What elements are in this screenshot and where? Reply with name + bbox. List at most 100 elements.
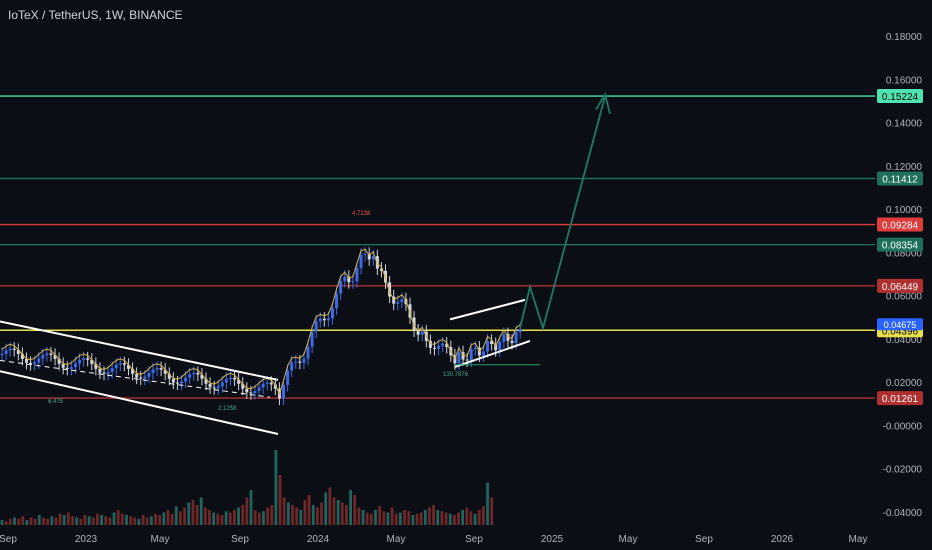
candle-body (404, 299, 408, 305)
volume-bar (241, 505, 245, 525)
volume-bar (299, 510, 303, 525)
candle-body (82, 358, 86, 360)
candle-body (269, 382, 273, 385)
volume-bar (249, 490, 253, 525)
candle-body (49, 353, 53, 355)
volume-bar (174, 506, 178, 525)
candle-body (457, 352, 461, 364)
x-tick-label: 2023 (75, 534, 98, 545)
candle-body (351, 281, 355, 283)
volume-bar (116, 510, 120, 525)
annotation-label: 2.1258 (218, 406, 237, 412)
price-label-text: 0.08354 (882, 241, 919, 252)
volume-bar (382, 511, 386, 525)
y-tick-label: 0.06000 (886, 292, 923, 303)
candle-body (94, 363, 98, 369)
volume-bar (282, 497, 286, 525)
candle-body (245, 388, 249, 393)
candle-body (257, 387, 261, 392)
volume-bar (482, 506, 485, 525)
volume-bar (224, 511, 228, 525)
candle-body (131, 368, 135, 374)
candle-body (253, 391, 257, 394)
volume-bar (29, 517, 33, 525)
candle-body (8, 348, 12, 351)
candle-body (490, 340, 494, 344)
volume-bar (457, 512, 460, 525)
candle-body (78, 359, 82, 364)
candle-body (445, 343, 449, 348)
annotation-label: 4.7238 (352, 211, 371, 217)
volume-bar (158, 515, 162, 525)
volume-bar (473, 513, 477, 525)
candle-body (73, 363, 77, 368)
volume-bar (154, 513, 157, 525)
candle-body (118, 363, 122, 365)
volume-bar (278, 475, 282, 525)
candle-body (347, 276, 351, 283)
volume-bar (71, 516, 74, 525)
candle-body (155, 368, 159, 370)
candle-body (29, 362, 33, 365)
trendline-upper (0, 320, 279, 381)
candle-body (45, 353, 49, 356)
price-label-box (877, 217, 923, 232)
candle-body (261, 383, 265, 388)
candle-body (180, 381, 184, 384)
volume-bar (386, 512, 390, 525)
volume-bar (291, 505, 294, 525)
candle-body (12, 348, 16, 350)
volume-bar (50, 516, 54, 525)
projection-arrowhead (595, 92, 611, 115)
candle-body (326, 318, 330, 321)
volume-bar (419, 512, 423, 525)
volume-bar (25, 520, 29, 525)
candle-body (147, 372, 151, 377)
candle-body (367, 253, 371, 260)
x-tick-label: May (619, 534, 638, 545)
volume-bar (183, 507, 186, 525)
candle-body (143, 376, 147, 379)
candle-body (273, 384, 277, 389)
candle-body (200, 374, 204, 379)
candle-body (314, 321, 318, 332)
candle-body (224, 379, 228, 383)
candle-body (494, 343, 498, 351)
candle-body (110, 368, 114, 372)
volume-bar (212, 512, 216, 525)
x-tick-label: 2026 (771, 534, 794, 545)
candle-body (98, 368, 102, 373)
candle-body (139, 377, 143, 379)
volume-bar (208, 510, 211, 525)
volume-bar (477, 510, 481, 525)
y-tick-label: 0.02000 (886, 378, 923, 389)
y-tick-label: 0.12000 (886, 162, 923, 173)
volume-bar (91, 517, 95, 525)
volume-bar (266, 507, 269, 525)
candle-body (306, 346, 310, 359)
candle-body (249, 392, 253, 394)
candle-body (518, 328, 522, 333)
volume-bar (83, 515, 87, 525)
volume-bar (399, 512, 402, 525)
moving-average-line (1, 248, 521, 396)
volume-bar (228, 512, 232, 525)
candle-body (151, 369, 155, 373)
volume-bar (415, 513, 419, 525)
volume-bar (104, 516, 108, 525)
volume-bar (349, 490, 352, 525)
y-tick-label: 0.16000 (886, 75, 923, 86)
candle-body (20, 353, 24, 359)
volume-bar (203, 507, 207, 525)
candle-body (465, 359, 469, 361)
price-label-text: 0.01261 (882, 394, 919, 405)
candle-body (41, 355, 45, 359)
volume-bar (42, 517, 45, 525)
channel-lower (454, 340, 531, 368)
candle-body (265, 382, 269, 384)
volume-bar (262, 511, 265, 525)
candle-body (69, 367, 73, 369)
volume-bar (120, 513, 124, 525)
volume-bar (345, 505, 348, 525)
